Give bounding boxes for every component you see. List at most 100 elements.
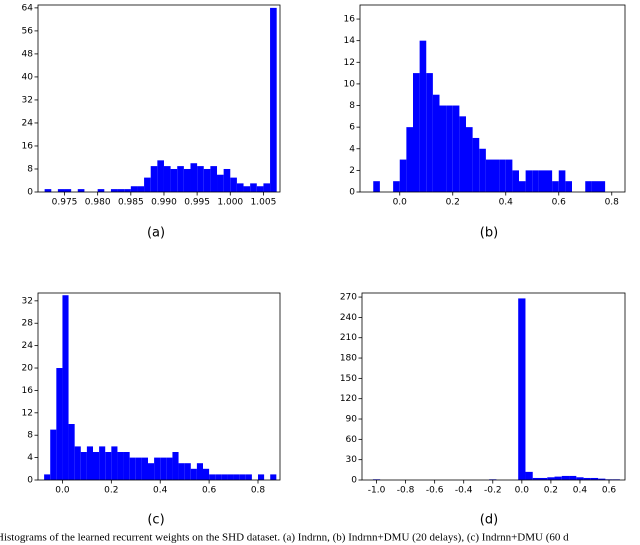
x-tick-label: 0.6 [202, 486, 217, 496]
y-tick-label: 0 [27, 476, 33, 486]
y-tick-label: 0 [27, 188, 33, 198]
axes-frame [361, 292, 626, 481]
x-tick-label: 0.990 [151, 198, 177, 208]
bar [406, 127, 413, 192]
y-tick-label: 4 [27, 453, 33, 463]
panel-label: (a) [147, 226, 165, 241]
bar [439, 105, 447, 192]
y-tick-label: 8 [27, 431, 33, 441]
y-tick-label: 16 [22, 141, 34, 151]
y-tick-label: 56 [22, 26, 34, 36]
y-tick-label: 10 [344, 79, 356, 89]
bar [62, 295, 69, 480]
x-tick-label: 0.6 [552, 198, 567, 208]
bar [177, 166, 184, 192]
bar [373, 181, 380, 192]
bar [270, 7, 277, 193]
bar [472, 137, 480, 192]
bar [86, 446, 93, 480]
bar [144, 177, 151, 192]
bar [256, 186, 264, 192]
y-tick-label: 30 [346, 455, 358, 465]
bar [64, 189, 72, 192]
bar [74, 446, 81, 480]
bar [190, 468, 197, 480]
x-tick-label: 0.980 [85, 198, 111, 208]
bar [223, 168, 231, 192]
x-tick-label: 0.2 [104, 486, 118, 496]
bar [239, 474, 246, 480]
bar [459, 116, 466, 192]
bar [203, 468, 210, 480]
bar [163, 166, 171, 192]
y-tick-label: 40 [22, 72, 34, 82]
bar [141, 457, 148, 480]
y-tick-label: 64 [22, 3, 34, 13]
bar [97, 189, 105, 192]
y-tick-label: 60 [346, 435, 358, 445]
x-tick-label: 0.4 [573, 486, 588, 496]
bar [419, 40, 427, 193]
y-tick-label: 120 [340, 394, 357, 404]
x-tick-label: 0.985 [118, 198, 144, 208]
bar [137, 186, 145, 192]
bar [110, 189, 118, 192]
bar [221, 474, 228, 480]
bar [105, 452, 112, 480]
y-tick-label: 8 [349, 101, 355, 111]
bar [123, 452, 130, 480]
bar [518, 298, 526, 480]
x-tick-label: 0.4 [153, 486, 168, 496]
y-tick-label: 48 [22, 49, 34, 59]
x-tick-label: 1.000 [217, 198, 243, 208]
y-tick-label: 12 [344, 58, 355, 68]
x-tick-label: 0.0 [55, 486, 70, 496]
y-tick-label: 210 [340, 333, 357, 343]
bar [210, 166, 218, 192]
x-tick-label: 0.4 [499, 198, 514, 208]
bar [558, 170, 566, 192]
x-tick-label: -0.8 [397, 486, 415, 496]
bar [243, 186, 251, 192]
bar [154, 457, 161, 480]
panel-label: (d) [480, 513, 498, 528]
y-tick-label: 28 [22, 319, 34, 329]
bar [77, 189, 85, 192]
y-tick-label: 6 [349, 123, 355, 133]
bar [93, 452, 100, 480]
x-tick-label: 0.8 [605, 198, 620, 208]
bar [545, 170, 553, 192]
bar [183, 168, 191, 192]
bar [565, 181, 572, 192]
bar [505, 159, 513, 192]
y-tick-label: 240 [340, 313, 357, 323]
bar [479, 148, 486, 192]
bar [446, 105, 453, 192]
y-tick-label: 16 [344, 15, 356, 25]
bar [519, 181, 526, 192]
bar [585, 181, 592, 192]
bar [130, 186, 138, 192]
y-tick-label: 20 [22, 364, 34, 374]
bar [591, 181, 599, 192]
axes-frame [37, 292, 281, 481]
bar [452, 105, 460, 192]
y-tick-label: 24 [22, 118, 34, 128]
axes-frame [37, 4, 281, 193]
bar [576, 477, 584, 480]
bar [148, 463, 155, 480]
bar [68, 424, 75, 480]
y-tick-label: 14 [344, 36, 356, 46]
x-tick-label: 0.0 [393, 198, 408, 208]
bar [532, 477, 540, 480]
y-tick-label: 8 [27, 164, 33, 174]
bar [263, 183, 271, 192]
x-tick-label: 0.975 [52, 198, 78, 208]
y-tick-label: 270 [340, 293, 357, 303]
x-tick-label: 0.2 [544, 486, 558, 496]
y-tick-label: 0 [349, 188, 355, 198]
y-tick-label: 32 [22, 95, 33, 105]
x-tick-label: 0.8 [251, 486, 266, 496]
bar [197, 166, 204, 192]
bar [135, 457, 142, 480]
